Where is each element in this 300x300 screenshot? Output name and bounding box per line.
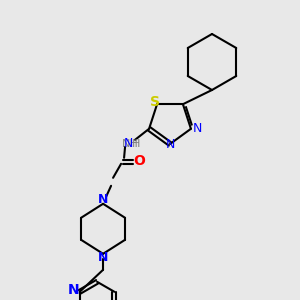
Text: N: N — [68, 283, 80, 297]
Text: N: N — [98, 193, 108, 206]
Text: N: N — [98, 251, 108, 264]
Text: O: O — [133, 154, 145, 168]
Text: NH: NH — [122, 139, 139, 149]
Text: N: N — [123, 137, 133, 150]
Text: H: H — [132, 139, 140, 149]
Text: N: N — [193, 122, 203, 135]
Text: S: S — [150, 95, 160, 109]
Text: N: N — [165, 139, 175, 152]
